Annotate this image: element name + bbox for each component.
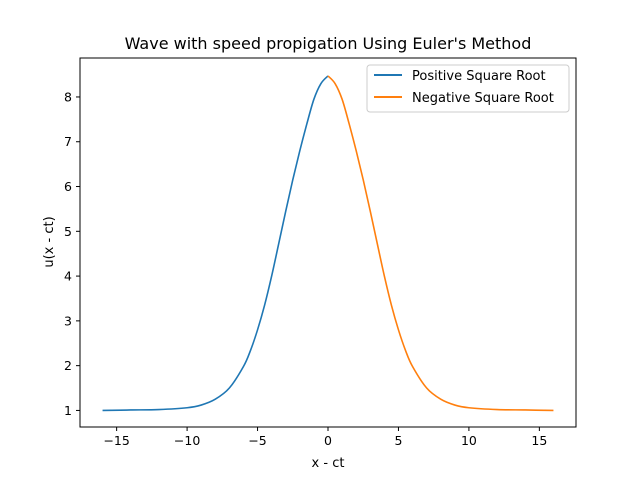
y-tick-label: 3 [64, 313, 72, 328]
x-axis-ticks: −15 −10 −5 0 5 10 15 [103, 427, 547, 448]
y-tick-label: 4 [64, 269, 72, 284]
x-tick-label: 5 [394, 433, 402, 448]
y-tick-label: 1 [64, 403, 72, 418]
legend: Positive Square Root Negative Square Roo… [366, 64, 570, 113]
plot-frame [79, 57, 577, 428]
x-axis-label: x - ct [312, 456, 345, 471]
legend-box [366, 64, 570, 113]
x-tick-label: −10 [174, 433, 200, 448]
y-tick-label: 5 [64, 224, 72, 239]
x-tick-label: −15 [103, 433, 129, 448]
series-line-0 [102, 75, 329, 412]
legend-label-positive: Positive Square Root [412, 69, 546, 84]
y-tick-label: 7 [64, 134, 72, 149]
y-tick-label: 8 [64, 89, 72, 104]
y-axis-label: u(x - ct) [42, 216, 57, 267]
series-line-1 [327, 75, 554, 412]
x-tick-label: 15 [531, 433, 547, 448]
legend-label-negative: Negative Square Root [412, 91, 554, 106]
y-tick-label: 2 [64, 358, 72, 373]
y-tick-label: 6 [64, 179, 72, 194]
chart-title: Wave with speed propigation Using Euler'… [125, 34, 532, 53]
x-tick-label: 10 [461, 433, 477, 448]
plot-lines [102, 75, 554, 412]
x-tick-label: −5 [248, 433, 266, 448]
y-axis-ticks: 1 2 3 4 5 6 7 8 [64, 89, 80, 418]
x-tick-label: 0 [324, 433, 332, 448]
